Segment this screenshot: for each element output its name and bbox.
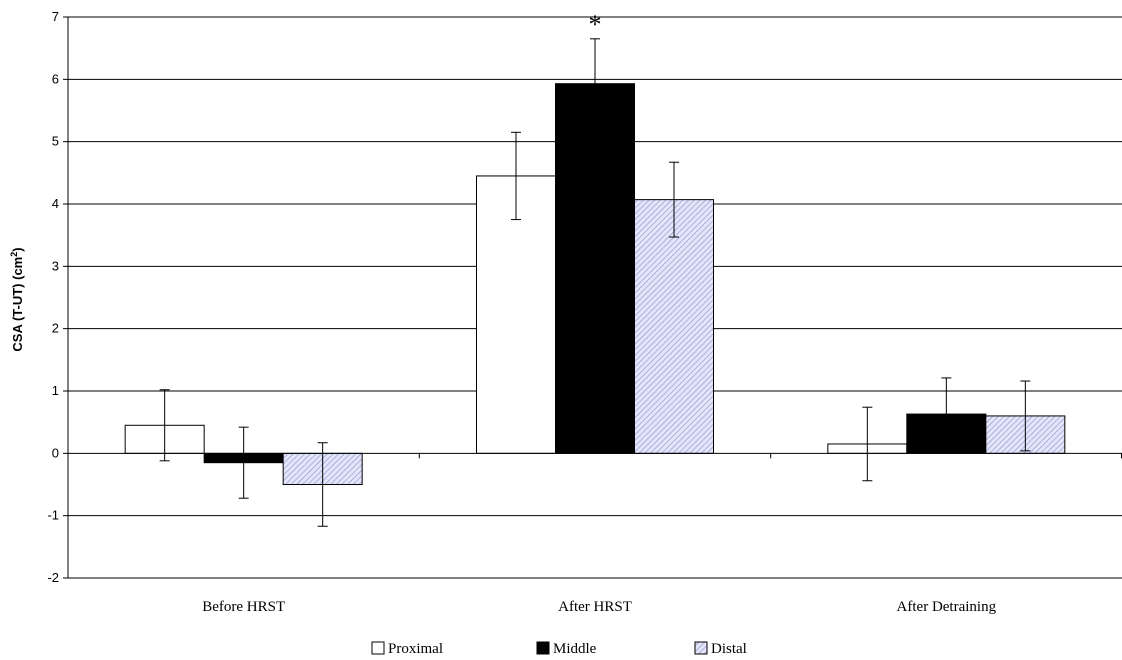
- y-tick-label: 1: [52, 383, 59, 398]
- y-tick-label: 3: [52, 258, 59, 273]
- category-label: After HRST: [558, 599, 632, 615]
- y-tick-label: 6: [52, 71, 59, 86]
- bars: [124, 38, 1066, 527]
- y-axis-title-superscript: 2: [9, 252, 19, 257]
- y-tick-label: -2: [47, 570, 59, 585]
- y-tick-label: 7: [52, 9, 59, 24]
- y-tick-label: 5: [52, 134, 59, 149]
- legend-label-proximal: Proximal: [388, 641, 443, 657]
- y-axis-title: CSA (T-UT) (cm2): [9, 247, 25, 351]
- y-tick-label: 2: [52, 321, 59, 336]
- axes: [63, 16, 1122, 579]
- bar-proximal-1: [476, 175, 556, 454]
- y-axis-title-main: CSA (T-UT) (cm: [10, 257, 25, 352]
- bar-middle-1: [555, 83, 635, 454]
- y-tick-label: 0: [52, 445, 59, 460]
- y-tick-label: 4: [52, 196, 59, 211]
- legend-swatch-distal: [694, 641, 708, 655]
- labels: -2 -1 0 1 2 3 4 5 6 7 Before HRST After HRST After D…: [9, 9, 997, 615]
- legend-label-middle: Middle: [553, 641, 597, 657]
- legend-swatch-middle: [536, 641, 550, 655]
- y-axis-title-end: ): [10, 247, 25, 251]
- category-label: Before HRST: [202, 599, 285, 615]
- legend-label-distal: Distal: [711, 641, 747, 657]
- legend-swatch-proximal: [371, 641, 385, 655]
- category-label: After Detraining: [897, 599, 997, 615]
- y-tick-label: -1: [47, 508, 59, 523]
- legend: Proximal Middle Distal: [371, 641, 747, 657]
- bar-distal-1: [634, 199, 714, 454]
- significance-marker: *: [589, 10, 602, 39]
